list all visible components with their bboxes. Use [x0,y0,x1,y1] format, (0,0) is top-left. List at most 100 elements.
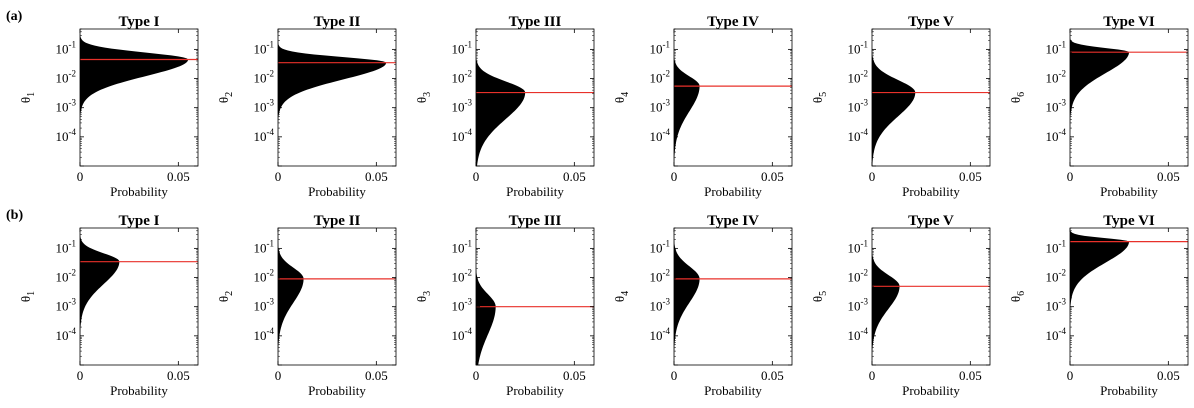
panel-b-3: Type III 10-1 10-2 10-3 10-4 θ3 0 0.05Probabili… [414,213,595,398]
x-axis-label: Probability [506,184,564,199]
panel-title: Type I [119,213,160,229]
y-tick-label: 10-3 [1046,297,1067,314]
y-tick-label: 10-2 [1046,268,1067,285]
panel-title: Type V [908,14,954,30]
y-tick-label: 10-3 [452,98,473,115]
y-tick-label: 10-2 [254,69,275,86]
y-axis-label: θ5 [810,92,829,103]
x-tick-label: 0 [473,368,480,383]
y-tick-label: 10-4 [452,326,473,343]
axes-frame [79,227,199,366]
y-tick-label: 10-3 [254,98,275,115]
row-label-b: (b) [6,208,23,223]
axes-frame [673,227,793,366]
x-tick-label: 0.05 [761,368,784,383]
y-tick-label: 10-4 [254,127,275,144]
panel-title: Type III [509,213,562,229]
panel-title: Type VI [1103,213,1155,229]
panel-a-3: Type III 10-1 10-2 10-3 10-4 θ3 0 0.05Probabili… [414,14,595,199]
panel-title: Type III [509,14,562,30]
panel-a-6: Type VI 10-1 10-2 10-3 10-4 θ6 0 0.05Probabilit… [1008,14,1189,199]
distribution-area [674,29,700,166]
y-axis-label: θ4 [612,92,631,103]
y-tick-label: 10-4 [650,127,671,144]
x-tick-label: 0 [77,368,84,383]
x-tick-label: 0 [869,368,876,383]
x-tick-label: 0.05 [563,169,586,184]
panel-title: Type I [119,14,160,30]
x-tick-label: 0.05 [1157,368,1180,383]
distribution-area [872,228,900,365]
x-tick-label: 0.05 [959,368,982,383]
y-tick-label: 10-3 [56,297,77,314]
y-tick-label: 10-1 [848,39,869,56]
panel-title: Type IV [707,213,759,229]
x-axis-label: Probability [902,383,960,398]
y-tick-label: 10-2 [848,69,869,86]
y-tick-label: 10-2 [848,268,869,285]
x-axis-label: Probability [308,383,366,398]
y-tick-label: 10-2 [452,69,473,86]
y-tick-label: 10-4 [1046,127,1067,144]
x-tick-label: 0.05 [761,169,784,184]
y-axis-label: θ6 [1008,92,1027,103]
y-axis-label: θ1 [18,291,37,302]
panel-b-6: Type VI 10-1 10-2 10-3 10-4 θ6 0 0.05Probabilit… [1008,213,1189,398]
y-tick-label: 10-3 [848,98,869,115]
x-axis-label: Probability [704,383,762,398]
y-tick-label: 10-4 [848,326,869,343]
distribution-area [80,228,120,365]
y-tick-label: 10-2 [650,69,671,86]
y-axis-label: θ1 [18,92,37,103]
distribution-area [872,29,916,166]
distribution-area [80,29,189,166]
panel-title: Type II [314,213,361,229]
x-tick-label: 0.05 [365,368,388,383]
axes-frame [475,227,595,366]
y-tick-label: 10-1 [452,39,473,56]
distribution-area [1070,29,1129,166]
y-tick-label: 10-3 [650,297,671,314]
y-axis-label: θ3 [414,92,433,103]
y-tick-label: 10-3 [452,297,473,314]
y-tick-label: 10-2 [650,268,671,285]
y-tick-label: 10-4 [848,127,869,144]
y-tick-label: 10-1 [254,39,275,56]
x-axis-label: Probability [1100,184,1158,199]
x-tick-label: 0 [869,169,876,184]
distribution-area [674,228,700,365]
axes-frame [79,28,199,167]
y-tick-label: 10-4 [56,127,77,144]
panel-title: Type IV [707,14,759,30]
panel-b-4: Type IV 10-1 10-2 10-3 10-4 θ4 0 0.05Probabilit… [612,213,793,398]
x-axis-label: Probability [902,184,960,199]
x-axis-label: Probability [110,383,168,398]
x-axis-label: Probability [1100,383,1158,398]
x-axis-label: Probability [506,383,564,398]
y-tick-label: 10-1 [56,39,77,56]
y-tick-label: 10-2 [1046,69,1067,86]
y-tick-label: 10-1 [56,238,77,255]
x-tick-label: 0 [671,368,678,383]
y-tick-label: 10-4 [650,326,671,343]
x-tick-label: 0.05 [1157,169,1180,184]
y-tick-label: 10-3 [1046,98,1067,115]
y-tick-label: 10-4 [254,326,275,343]
y-axis-label: θ2 [216,291,235,302]
panel-title: Type II [314,14,361,30]
distribution-area [278,228,304,365]
x-tick-label: 0.05 [167,368,190,383]
y-tick-label: 10-3 [56,98,77,115]
axes-frame [1069,227,1189,366]
x-tick-label: 0.05 [167,169,190,184]
y-tick-label: 10-1 [452,238,473,255]
axes-frame [277,227,397,366]
x-axis-label: Probability [308,184,366,199]
x-axis-label: Probability [704,184,762,199]
y-tick-label: 10-2 [452,268,473,285]
y-tick-label: 10-4 [1046,326,1067,343]
